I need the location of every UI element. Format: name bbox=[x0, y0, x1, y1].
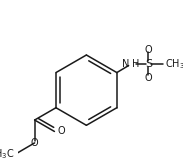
Text: O: O bbox=[145, 45, 152, 55]
Text: O: O bbox=[31, 138, 38, 148]
Text: CH$_3$: CH$_3$ bbox=[165, 57, 183, 71]
Text: H$_3$C: H$_3$C bbox=[0, 147, 14, 161]
Text: S: S bbox=[145, 59, 152, 69]
Text: O: O bbox=[145, 73, 152, 83]
Text: N: N bbox=[122, 59, 130, 69]
Text: O: O bbox=[57, 127, 65, 136]
Text: H: H bbox=[132, 59, 139, 69]
